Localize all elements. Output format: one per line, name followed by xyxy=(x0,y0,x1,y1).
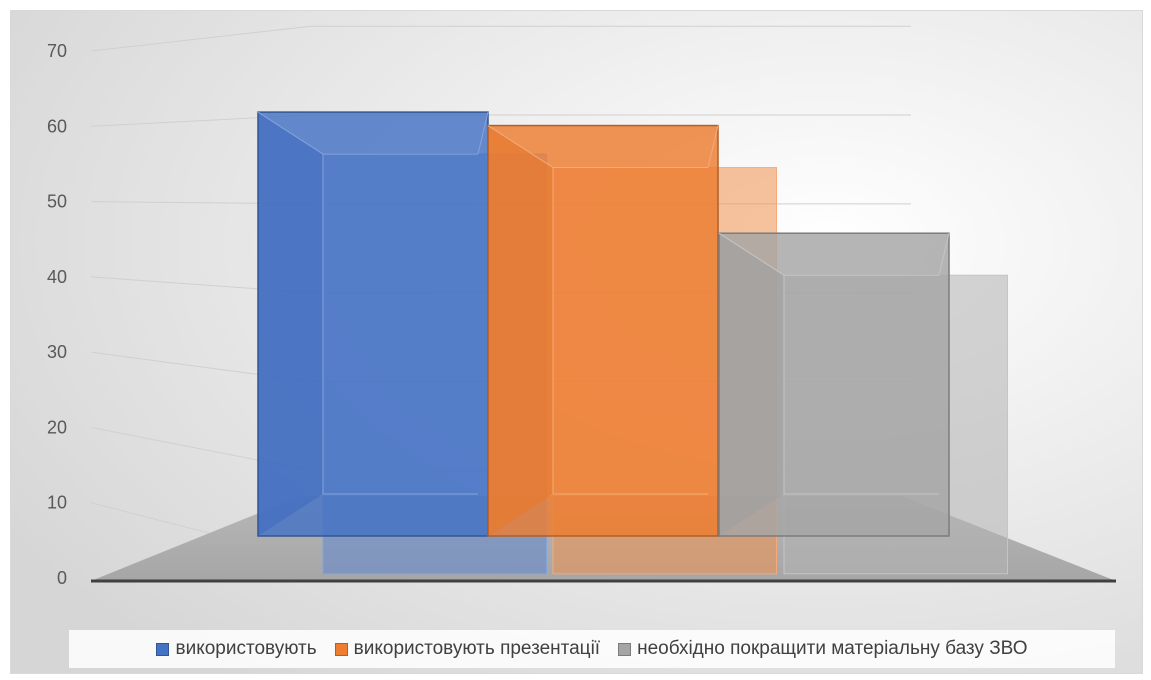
bars xyxy=(257,111,1008,575)
y-tick-label: 10 xyxy=(47,493,67,513)
legend-swatch-icon xyxy=(156,642,170,656)
legend-item-0: використовують xyxy=(156,638,317,660)
y-tick-label: 20 xyxy=(47,417,67,437)
y-tick-label: 0 xyxy=(57,568,67,588)
bar-front-face xyxy=(718,232,950,537)
y-tick-label: 50 xyxy=(47,192,67,212)
bar-edge xyxy=(707,125,719,168)
bar-front-face xyxy=(257,111,489,537)
legend: використовують використовують презентаці… xyxy=(69,630,1115,668)
y-tick-label: 40 xyxy=(47,267,67,287)
bar-edge xyxy=(322,154,478,495)
y-tick-label: 30 xyxy=(47,342,67,362)
bar xyxy=(718,232,1008,575)
legend-swatch-icon xyxy=(618,642,632,656)
legend-label: необхідно покращити матеріальну базу ЗВО xyxy=(637,638,1028,659)
y-axis: 0 10 20 30 40 50 60 70 xyxy=(47,41,67,588)
gridline xyxy=(90,25,911,52)
y-tick-label: 60 xyxy=(47,116,67,136)
bar-edge xyxy=(938,233,950,276)
legend-item-1: використовують презентації xyxy=(334,638,601,660)
bar-edge xyxy=(783,275,939,495)
legend-swatch-icon xyxy=(334,642,348,656)
chart-area: 0 10 20 30 40 50 60 70 використовують використо… xyxy=(10,10,1143,674)
bar-front-face xyxy=(487,124,719,537)
chart-plot: 0 10 20 30 40 50 60 70 xyxy=(11,11,1142,673)
y-tick-label: 70 xyxy=(47,41,67,61)
legend-label: використовують презентації xyxy=(353,638,601,659)
bar-edge xyxy=(552,167,708,495)
bar-edge xyxy=(477,111,489,155)
legend-item-2: необхідно покращити матеріальну базу ЗВО xyxy=(618,638,1028,660)
legend-label: використовують xyxy=(175,638,317,659)
